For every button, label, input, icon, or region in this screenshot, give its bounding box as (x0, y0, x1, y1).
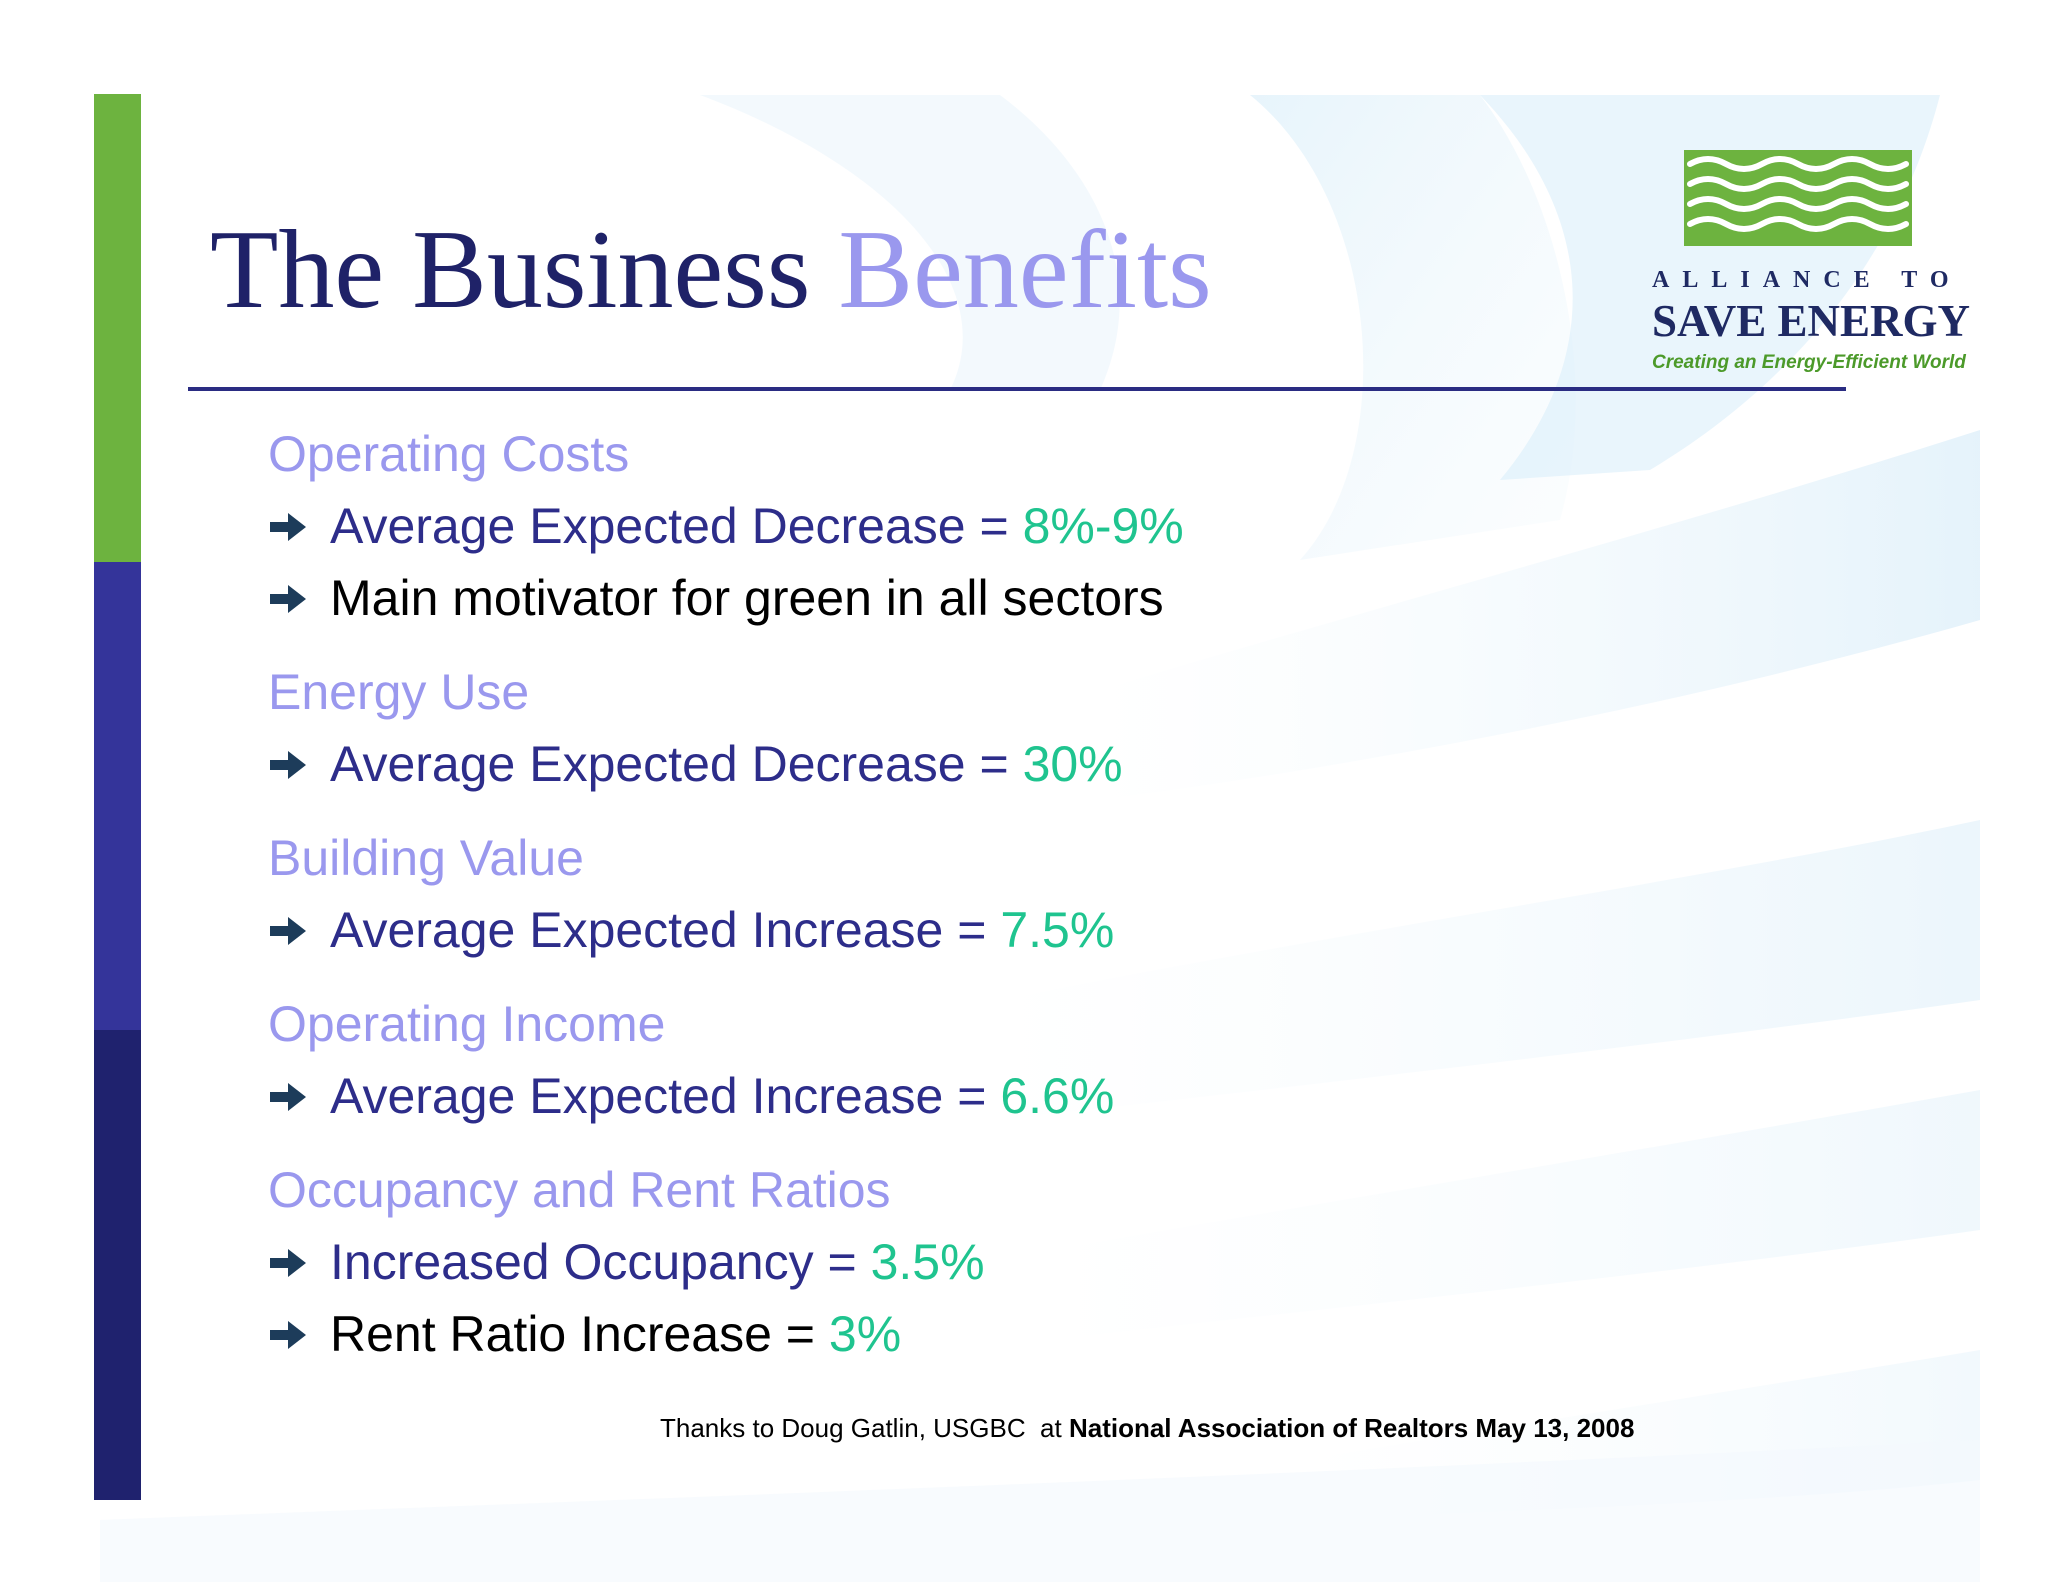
section-operating-income: Operating Income Average Expected Increa… (268, 988, 1768, 1132)
side-bar-green (94, 94, 141, 562)
side-bar-navy (94, 1030, 141, 1500)
section-energy-use: Energy Use Average Expected Decrease = 3… (268, 656, 1768, 800)
title-divider (188, 387, 1846, 391)
section-heading: Building Value (268, 830, 584, 886)
bullet-text: Average Expected Increase = (330, 902, 1001, 958)
title-accent: Benefits (838, 208, 1212, 332)
section-heading: Operating Income (268, 996, 666, 1052)
alliance-logo: ALLIANCE TO SAVE ENERGY Creating an Ener… (1640, 150, 1970, 385)
section-heading: Operating Costs (268, 426, 630, 482)
bullet-item: Rent Ratio Increase = 3% (268, 1298, 1768, 1370)
bullet-value: 3.5% (870, 1234, 985, 1290)
bullet-value: 8%-9% (1022, 498, 1184, 554)
bullet-item: Average Expected Decrease = 30% (268, 728, 1768, 800)
right-arrow-icon (270, 1321, 306, 1349)
bullet-value: 30% (1022, 736, 1123, 792)
bullet-value: 7.5% (1000, 902, 1115, 958)
logo-tagline: Creating an Energy-Efficient World (1652, 352, 1966, 373)
bullet-text: Average Expected Increase = (330, 1068, 1001, 1124)
logo-line-alliance: ALLIANCE TO (1652, 267, 1962, 293)
bullet-item: Main motivator for green in all sectors (268, 562, 1768, 634)
section-operating-costs: Operating Costs Average Expected Decreas… (268, 418, 1768, 634)
section-building-value: Building Value Average Expected Increase… (268, 822, 1768, 966)
benefits-list: Operating Costs Average Expected Decreas… (268, 418, 1768, 1370)
waves-logo-icon (1684, 150, 1912, 246)
right-arrow-icon (270, 1083, 306, 1111)
right-arrow-icon (270, 917, 306, 945)
bullet-value: 6.6% (1000, 1068, 1115, 1124)
logo-line-save-energy: SAVE ENERGY (1652, 296, 1971, 346)
section-heading: Energy Use (268, 664, 530, 720)
footer-bold: National Association of Realtors May 13,… (1068, 1413, 1635, 1443)
side-bar-blue (94, 562, 141, 1030)
section-heading: Occupancy and Rent Ratios (268, 1162, 891, 1218)
right-arrow-icon (270, 1249, 306, 1277)
bullet-item: Average Expected Decrease = 8%-9% (268, 490, 1768, 562)
bullet-text: Average Expected Decrease = (330, 498, 1023, 554)
footer-prefix: Thanks to Doug Gatlin, USGBC at (660, 1413, 1069, 1443)
bullet-item: Increased Occupancy = 3.5% (268, 1226, 1768, 1298)
right-arrow-icon (270, 513, 306, 541)
bullet-text: Rent Ratio Increase = (330, 1306, 829, 1362)
bullet-text: Main motivator for green in all sectors (330, 570, 1164, 626)
bullet-text: Average Expected Decrease = (330, 736, 1023, 792)
footer-credit: Thanks to Doug Gatlin, USGBC at National… (660, 1413, 1634, 1444)
right-arrow-icon (270, 585, 306, 613)
slide-title: The Business Benefits (210, 205, 1212, 335)
bullet-value: 3% (828, 1306, 902, 1362)
title-main: The Business (210, 208, 811, 332)
right-arrow-icon (270, 751, 306, 779)
section-occupancy-rent: Occupancy and Rent Ratios Increased Occu… (268, 1154, 1768, 1370)
bullet-item: Average Expected Increase = 7.5% (268, 894, 1768, 966)
bullet-item: Average Expected Increase = 6.6% (268, 1060, 1768, 1132)
bullet-text: Increased Occupancy = (330, 1234, 871, 1290)
